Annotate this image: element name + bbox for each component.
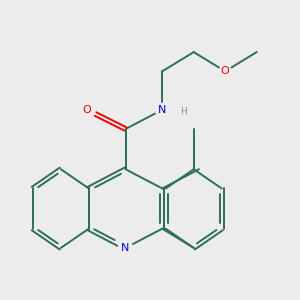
Text: N: N xyxy=(158,105,166,115)
Text: O: O xyxy=(221,66,230,76)
Text: N: N xyxy=(121,243,130,253)
Text: O: O xyxy=(83,105,92,115)
Text: H: H xyxy=(181,107,187,116)
